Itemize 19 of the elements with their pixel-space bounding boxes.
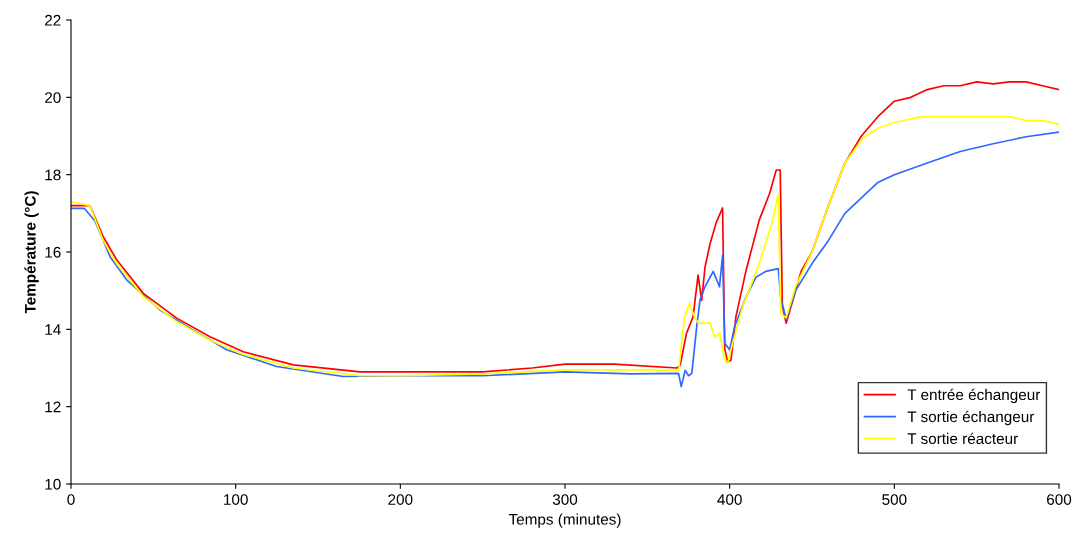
legend-label: T sortie réacteur <box>907 432 1018 445</box>
y-tick-label: 18 <box>45 169 61 181</box>
x-tick-label: 400 <box>717 494 742 505</box>
x-tick-label: 500 <box>882 494 907 505</box>
legend-label: T entrée échangeur <box>907 388 1041 404</box>
x-tick-label: 300 <box>552 494 578 505</box>
y-tick-label: 22 <box>45 14 61 26</box>
y-tick-label: 12 <box>45 401 61 413</box>
legend-label: T sortie échangeur <box>907 410 1035 426</box>
y-axis-title: Température (°C) <box>24 191 39 314</box>
x-tick-label: 0 <box>67 494 75 505</box>
x-axis-title: Temps (minutes) <box>508 513 621 528</box>
y-tick-label: 16 <box>45 246 61 258</box>
y-tick-label: 10 <box>45 478 61 490</box>
x-tick-label: 100 <box>224 494 248 505</box>
y-tick-label: 14 <box>45 324 61 335</box>
x-tick-label: 600 <box>1047 494 1072 505</box>
y-tick-label: 20 <box>45 92 61 104</box>
x-tick-label: 200 <box>388 494 413 505</box>
